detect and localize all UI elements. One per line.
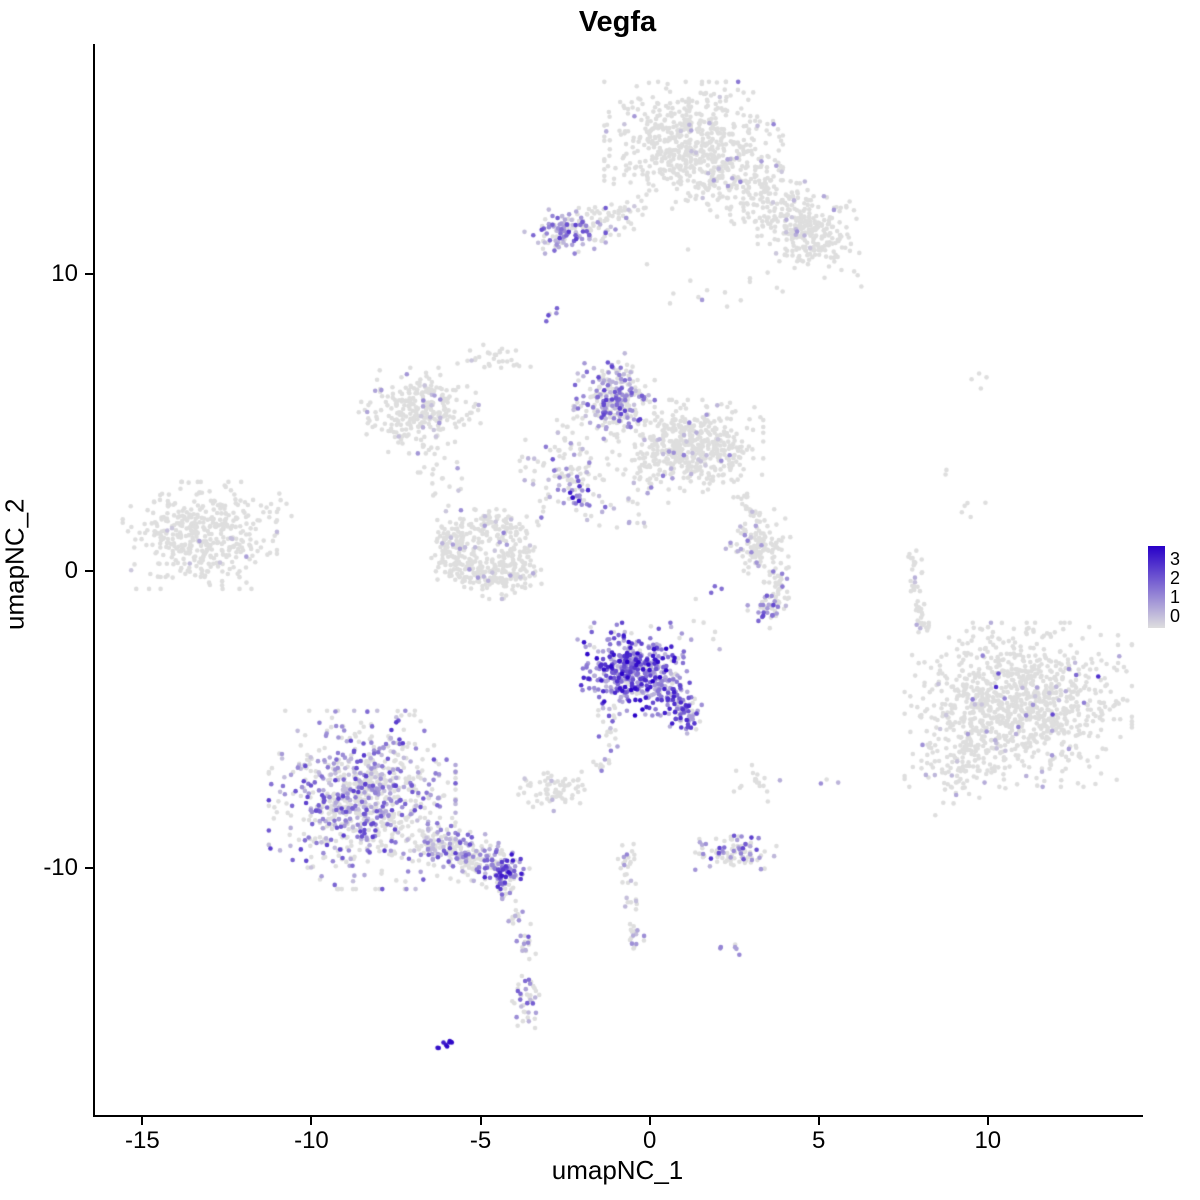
x-axis-tick-label: -5 [469, 1127, 492, 1154]
plot-title: Vegfa [578, 6, 657, 38]
y-axis-label: umapNC_2 [0, 498, 30, 630]
legend-gradient-bar [1148, 546, 1165, 628]
y-axis-tick-label: -10 [43, 854, 78, 882]
x-axis-tick-mark [817, 1117, 820, 1125]
x-axis-label: umapNC_1 [551, 1155, 684, 1185]
y-axis-tick-mark [85, 272, 93, 275]
x-axis-tick-label: 10 [974, 1127, 1002, 1154]
legend-tick-label: 0 [1170, 606, 1181, 626]
legend-tick-label: 3 [1170, 549, 1181, 569]
x-axis-tick-mark [986, 1117, 989, 1125]
y-axis-line [93, 44, 95, 1117]
x-axis-tick-mark [141, 1117, 144, 1125]
x-axis-tick-mark [648, 1117, 651, 1125]
x-axis-tick-label: -10 [294, 1127, 329, 1154]
x-axis-tick-label: -15 [125, 1127, 160, 1154]
legend-tick-label: 2 [1170, 568, 1181, 588]
x-axis-tick-label: 0 [642, 1127, 657, 1154]
x-axis-tick-label: 5 [812, 1127, 826, 1154]
legend-tick-label: 1 [1170, 587, 1181, 607]
y-axis-tick-label: 10 [51, 259, 78, 287]
x-axis-line [93, 1115, 1143, 1117]
scatter-canvas [95, 45, 1140, 1115]
y-axis-tick-label: 0 [64, 557, 78, 585]
x-axis-tick-mark [310, 1117, 313, 1125]
x-axis-tick-mark [479, 1117, 482, 1125]
y-axis-tick-mark [85, 867, 93, 870]
y-axis-tick-mark [85, 570, 93, 573]
